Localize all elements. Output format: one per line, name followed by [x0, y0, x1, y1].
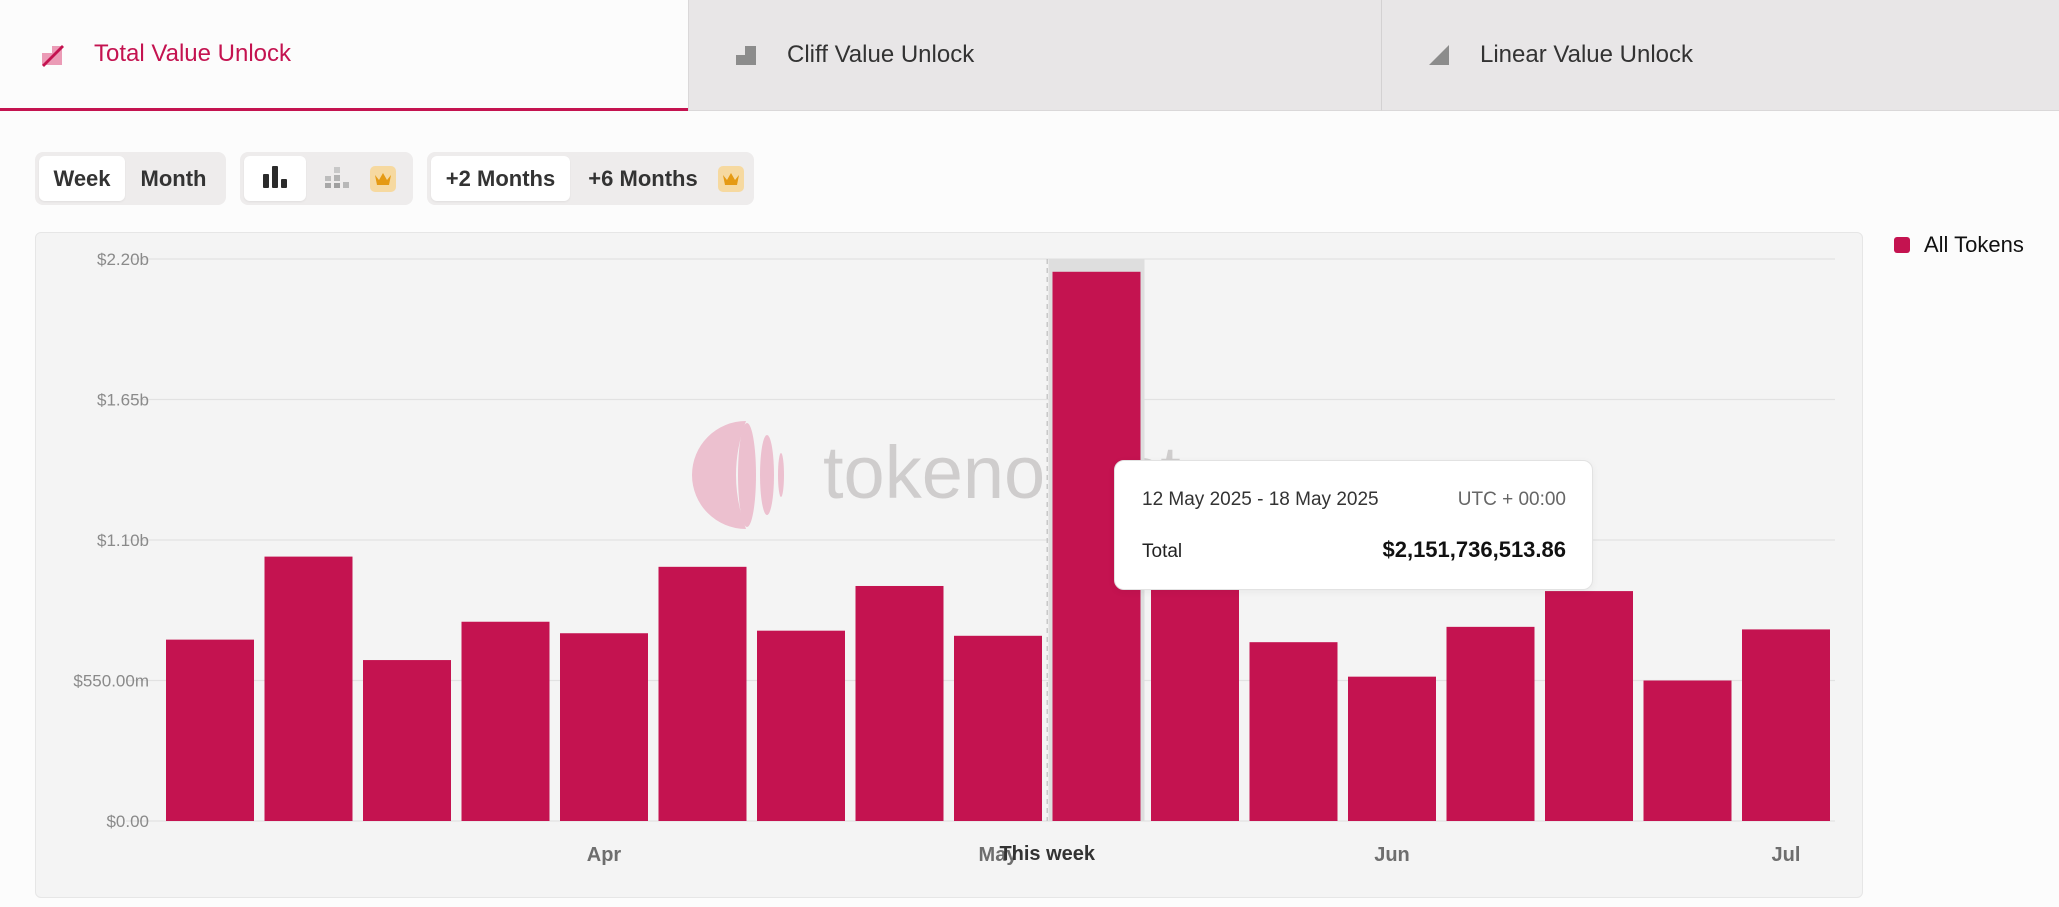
bar — [855, 585, 944, 821]
y-tick-label: $1.65b — [97, 391, 149, 410]
bar — [166, 639, 254, 821]
tooltip-total-value: $2,151,736,513.86 — [1382, 537, 1566, 562]
chart-style-selector — [240, 152, 413, 205]
tab-label: Cliff Value Unlock — [787, 41, 975, 68]
bar — [1348, 676, 1436, 821]
bar — [757, 630, 845, 821]
tab-linear-value-unlock[interactable]: Linear Value Unlock — [1381, 0, 2059, 111]
crown-icon — [370, 165, 396, 192]
bar — [1249, 642, 1338, 821]
plus-2-months-button[interactable]: +2 Months — [431, 156, 570, 201]
bar — [264, 556, 353, 821]
tooltip-date-range: 12 May 2025 - 18 May 2025 — [1142, 489, 1379, 510]
crown-icon — [718, 165, 744, 192]
x-tick-label: May — [979, 844, 1019, 866]
plus-6-months-button[interactable]: +6 Months — [588, 165, 698, 191]
bar — [1742, 629, 1830, 821]
linear-unlock-icon — [1426, 42, 1452, 68]
bar — [1643, 680, 1732, 821]
tab-label: Total Value Unlock — [94, 40, 291, 67]
x-tick-label: Apr — [587, 844, 622, 866]
month-button[interactable]: Month — [140, 165, 207, 191]
stacked-bar-chart-icon — [324, 164, 350, 194]
bar — [363, 660, 451, 821]
tooltip-total-label: Total — [1142, 541, 1183, 562]
bar — [954, 635, 1042, 821]
tab-cliff-value-unlock[interactable]: Cliff Value Unlock — [688, 0, 1381, 111]
chart-legend: All Tokens — [1894, 232, 2024, 258]
range-selector: +2 Months +6 Months — [427, 152, 754, 205]
legend-label[interactable]: All Tokens — [1924, 232, 2024, 257]
y-tick-label: $2.20b — [97, 250, 149, 269]
bar — [658, 566, 747, 821]
stacked-bar-chart-button[interactable] — [306, 156, 368, 201]
bar-chart-button[interactable] — [244, 156, 306, 201]
bar — [1545, 591, 1633, 821]
x-tick-label: Jul — [1772, 844, 1801, 866]
week-button[interactable]: Week — [39, 156, 125, 201]
bar — [560, 633, 648, 821]
y-tick-label: $550.00m — [73, 672, 149, 691]
tab-total-value-unlock[interactable]: Total Value Unlock — [0, 0, 688, 111]
tooltip-timezone: UTC + 00:00 — [1457, 489, 1566, 510]
y-tick-label: $0.00 — [106, 812, 149, 831]
x-tick-label: Jun — [1374, 844, 1410, 866]
x-tick-label: This week — [999, 843, 1095, 865]
bar — [1446, 626, 1535, 821]
bar — [1151, 588, 1239, 821]
bar-chart-icon — [262, 164, 288, 194]
tab-label: Linear Value Unlock — [1480, 41, 1694, 68]
total-unlock-icon — [40, 41, 66, 67]
unlock-bar-chart: tokenomist $0.00$550.00m$1.10b$1.65b$2.2… — [73, 250, 1835, 866]
bar-tooltip: 12 May 2025 - 18 May 2025 UTC + 00:00 To… — [1114, 460, 1593, 590]
bar — [461, 621, 550, 821]
legend-swatch — [1894, 237, 1910, 253]
cliff-unlock-icon — [733, 42, 759, 68]
period-selector: Week Month — [35, 152, 226, 205]
y-tick-label: $1.10b — [97, 531, 149, 550]
value-unlock-tabs: Total Value Unlock Cliff Value Unlock Li… — [0, 0, 2059, 111]
